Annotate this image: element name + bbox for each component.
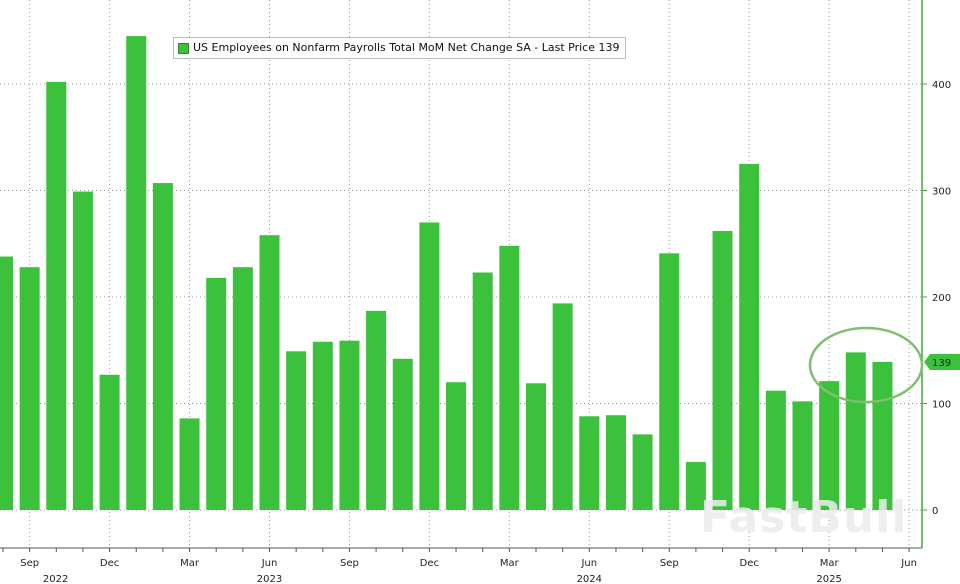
bar [419,222,440,510]
bar [712,230,733,510]
x-tick-label: Sep [660,558,679,569]
bar [579,416,600,510]
bar [685,462,706,510]
y-tick-label: 300 [932,187,951,198]
x-tick-label: Dec [740,558,759,569]
bar [259,235,280,511]
bar [605,415,626,510]
y-tick-label: 400 [932,80,951,91]
bar [46,81,67,511]
bar [632,434,653,510]
bar [99,374,120,510]
highlight-ellipse [808,326,924,404]
bar [819,381,840,510]
x-tick-label: Mar [820,558,840,569]
bar [152,183,173,511]
bar [126,36,147,510]
bar [206,277,227,510]
x-tick-label: Mar [500,558,520,569]
bar [339,340,360,510]
legend-swatch [178,42,189,54]
bar [312,341,333,510]
bar [739,163,760,510]
x-tick-label: Jun [580,558,597,569]
x-tick-label: Jun [900,558,917,569]
bar [765,390,786,510]
y-tick-label: 0 [932,506,938,517]
bar [366,310,387,510]
bar [472,272,493,510]
bar [792,401,813,510]
x-year-label: 2024 [577,574,602,584]
legend-label: US Employees on Nonfarm Payrolls Total M… [193,41,620,54]
y-tick-label: 200 [932,293,951,304]
bar [446,382,467,510]
x-year-label: 2022 [43,574,68,584]
last-price-marker [924,353,960,370]
bar [19,267,40,510]
x-tick-label: Dec [420,558,439,569]
bar [845,352,866,510]
x-tick-label: Jun [261,558,278,569]
x-tick-label: Sep [340,558,359,569]
bar [392,358,413,510]
x-year-label: 2025 [816,574,841,584]
bar [72,191,93,510]
bar [552,303,573,510]
y-tick-label: 100 [932,400,951,411]
bar [232,267,253,510]
x-tick-label: Mar [180,558,200,569]
last-price-label: 139 [932,358,951,369]
watermark: FastBull [700,492,908,543]
bar [286,351,307,510]
bar [499,245,520,510]
bar [526,383,546,510]
legend: US Employees on Nonfarm Payrolls Total M… [173,37,627,59]
bar [659,253,680,510]
x-tick-label: Sep [20,558,39,569]
x-tick-label: Dec [100,558,119,569]
x-year-label: 2023 [257,574,282,584]
bar [179,418,200,510]
bar [872,361,893,510]
bar [0,256,13,510]
